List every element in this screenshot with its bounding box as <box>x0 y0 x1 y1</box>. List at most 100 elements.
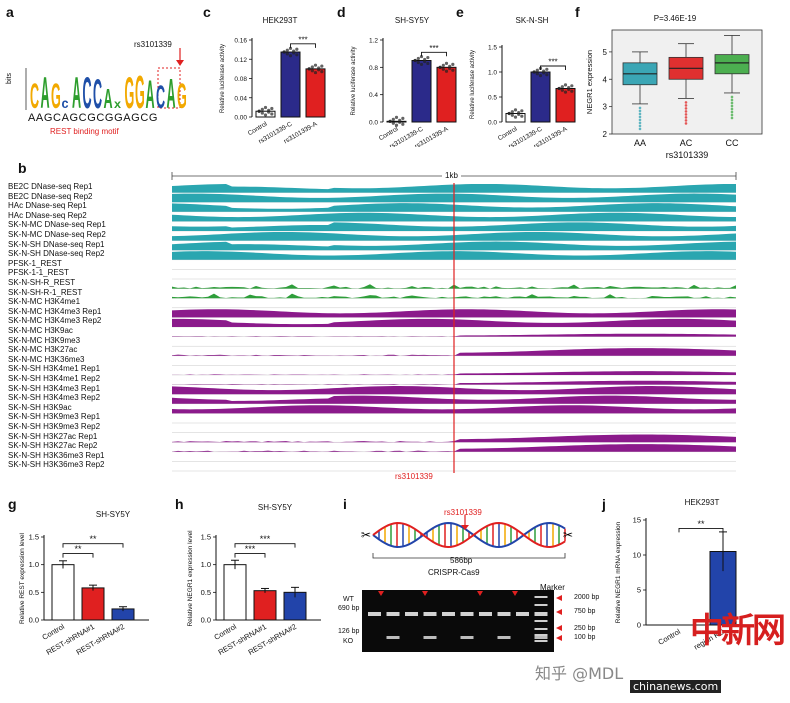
data-point <box>563 90 568 94</box>
chart-c-title: HEK293T <box>262 16 298 25</box>
crispr-snp-label: rs3101339 <box>444 508 482 517</box>
track-label: BE2C DNase-seq Rep2 <box>8 191 93 201</box>
logo-letter: C <box>82 69 91 118</box>
track-label: SK-N-MC DNase-seq Rep1 <box>8 220 106 230</box>
track-signal <box>172 333 736 337</box>
significance-bracket <box>540 65 566 70</box>
logo-letter: C <box>30 76 39 116</box>
data-point <box>292 51 296 55</box>
panel-label-b: b <box>18 160 27 176</box>
significance-label: *** <box>245 544 256 554</box>
track-label: SK-N-SH H3K9me3 Rep2 <box>8 422 101 431</box>
y-tick-label: 5 <box>637 586 641 595</box>
panel-label-h: h <box>175 496 184 512</box>
data-point <box>416 60 420 65</box>
y-tick-label: 0.4 <box>369 92 378 99</box>
y-tick-label: 0.08 <box>234 76 247 83</box>
logo-letter: A <box>41 69 50 118</box>
data-point <box>288 46 293 50</box>
outlier-point <box>638 127 642 131</box>
data-point <box>448 66 452 70</box>
y-tick-label: 0.0 <box>201 616 211 625</box>
y-tick-label: 0.12 <box>234 57 247 64</box>
bar <box>555 88 576 123</box>
data-point <box>545 73 549 77</box>
outlier-point <box>638 118 642 122</box>
track-label: SK-N-SH H3K4me3 Rep2 <box>8 393 101 403</box>
bar <box>305 68 326 118</box>
data-point <box>423 59 427 64</box>
y-tick-label: 0.8 <box>369 65 378 72</box>
data-point <box>444 69 449 73</box>
logo-letter: G <box>177 76 187 116</box>
track-label: SK-N-SH-R_REST <box>8 278 76 287</box>
data-point <box>394 123 399 127</box>
panel-label-j: j <box>602 496 606 512</box>
track-label: SK-N-SH H3K27ac Rep2 <box>8 441 98 451</box>
track-label: BE2C DNase-seq Rep1 <box>8 182 93 191</box>
data-point <box>310 69 314 73</box>
significance-label: *** <box>429 44 438 53</box>
outlier-point <box>638 109 642 113</box>
data-point <box>520 114 524 118</box>
bar <box>280 51 301 118</box>
significance-bracket <box>290 43 316 48</box>
track-signal <box>172 444 736 452</box>
y-tick-label: 0.0 <box>29 616 39 625</box>
gel-band <box>386 612 400 616</box>
data-point <box>391 121 395 125</box>
data-point <box>260 111 264 115</box>
y-tick-label: 0.5 <box>201 588 211 597</box>
outlier-point <box>638 106 642 110</box>
bar <box>253 590 277 621</box>
track-label: SK-N-MC H3K4me3 Rep1 <box>8 306 102 316</box>
gel-band <box>460 636 474 639</box>
ladder-band <box>534 628 548 630</box>
data-point <box>513 115 518 119</box>
significance-label: ** <box>89 534 97 544</box>
track-signal <box>172 348 736 356</box>
crispr-size: 586bp <box>450 556 473 565</box>
category-label: CC <box>726 138 739 148</box>
track-label: SK-N-SH H3K4me1 Rep2 <box>8 374 101 383</box>
bar <box>223 564 247 621</box>
outlier-point <box>684 101 688 104</box>
gel-band <box>516 612 529 616</box>
panel-label-d: d <box>337 4 346 20</box>
panel-label-c: c <box>203 4 211 20</box>
y-tick-label: 5 <box>603 48 608 57</box>
y-tick-label: 0.5 <box>29 588 39 597</box>
ladder-band <box>534 620 548 622</box>
chart-f-title: P=3.46E-19 <box>653 14 697 23</box>
data-point <box>560 88 564 92</box>
y-tick-label: 0.00 <box>234 115 247 122</box>
data-point <box>557 86 561 91</box>
data-point <box>313 70 318 75</box>
data-point <box>288 54 293 58</box>
data-point <box>398 120 402 124</box>
significance-bracket <box>234 553 266 558</box>
track-label: HAc DNase-seq Rep1 <box>8 201 87 211</box>
gel-band <box>423 612 437 616</box>
y-tick-label: 1.5 <box>201 533 211 542</box>
outlier-point <box>730 104 734 108</box>
data-point <box>416 56 420 61</box>
data-point <box>451 68 455 72</box>
outlier-point <box>684 104 688 107</box>
data-point <box>517 112 521 116</box>
chart-c: 0.00 0.04 0.08 0.12 0.16 Relative luciferase … <box>220 35 326 146</box>
significance-label: *** <box>548 58 557 67</box>
bar <box>436 66 457 123</box>
gel-background <box>362 590 554 652</box>
chart-d-title: SH-SY5Y <box>394 16 430 25</box>
data-point <box>394 115 399 119</box>
y-tick-label: 1.0 <box>201 560 211 569</box>
lane-marker <box>422 591 428 596</box>
ladder-band <box>534 640 548 642</box>
motif-sequence: AAGCAGCGCGGAGCG <box>28 112 159 124</box>
track-label: SK-N-SH H3K36me3 Rep2 <box>8 460 105 470</box>
data-point <box>570 89 574 93</box>
ladder-arrow <box>556 625 562 631</box>
track-label: SK-N-MC H3K9ac <box>8 326 73 335</box>
